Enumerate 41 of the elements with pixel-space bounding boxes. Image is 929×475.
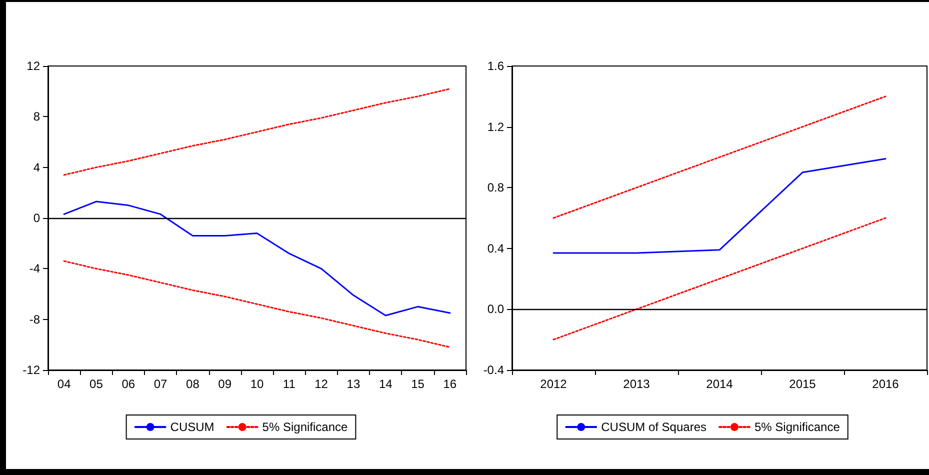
y-tick-label: -0.4 [483, 363, 504, 377]
x-tick-label: 07 [154, 377, 168, 391]
x-tick-label: 08 [186, 377, 200, 391]
y-tick-label: 0.4 [487, 241, 504, 256]
x-tick-label: 2016 [872, 377, 900, 391]
y-tick-label: 4 [33, 160, 40, 174]
y-tick-label: 12 [26, 59, 40, 73]
x-tick-label: 2015 [789, 377, 816, 391]
x-tick-label: 09 [218, 377, 232, 391]
y-tick-label: 8 [33, 110, 40, 124]
x-tick-label: 10 [250, 377, 264, 391]
x-tick-label: 15 [411, 377, 425, 391]
line-series [552, 96, 886, 219]
line-series [552, 158, 886, 254]
x-tick-label: 16 [443, 377, 457, 391]
x-tick-label: 05 [90, 377, 104, 391]
y-tick-label: 0.8 [487, 180, 504, 195]
legend-label: CUSUM [170, 420, 214, 434]
line-series [552, 217, 886, 340]
x-tick-label: 13 [346, 377, 360, 391]
x-tick-label: 06 [122, 377, 136, 391]
x-tick-label: 11 [282, 377, 296, 391]
legend-label: 5% Significance [262, 420, 348, 434]
y-tick-label: 0 [33, 211, 40, 225]
x-tick-label: 2012 [540, 377, 568, 391]
x-tick-label: 2014 [706, 377, 734, 391]
legend-label: CUSUM of Squares [601, 420, 706, 434]
y-tick-label: 1.6 [487, 59, 504, 73]
y-tick-label: 1.2 [487, 120, 504, 134]
y-tick-label: -12 [22, 363, 40, 377]
x-tick-label: 04 [57, 377, 72, 391]
line-series [63, 88, 451, 176]
y-tick-label: 0.0 [487, 302, 504, 316]
y-tick-label: -4 [29, 262, 40, 276]
y-tick-label: -8 [29, 312, 40, 326]
line-series [63, 200, 451, 316]
legend-label: 5% Significance [754, 420, 840, 434]
x-tick-label: 14 [378, 377, 393, 391]
x-tick-label: 12 [314, 377, 328, 391]
x-tick-label: 2013 [623, 377, 650, 391]
line-series [63, 260, 451, 348]
